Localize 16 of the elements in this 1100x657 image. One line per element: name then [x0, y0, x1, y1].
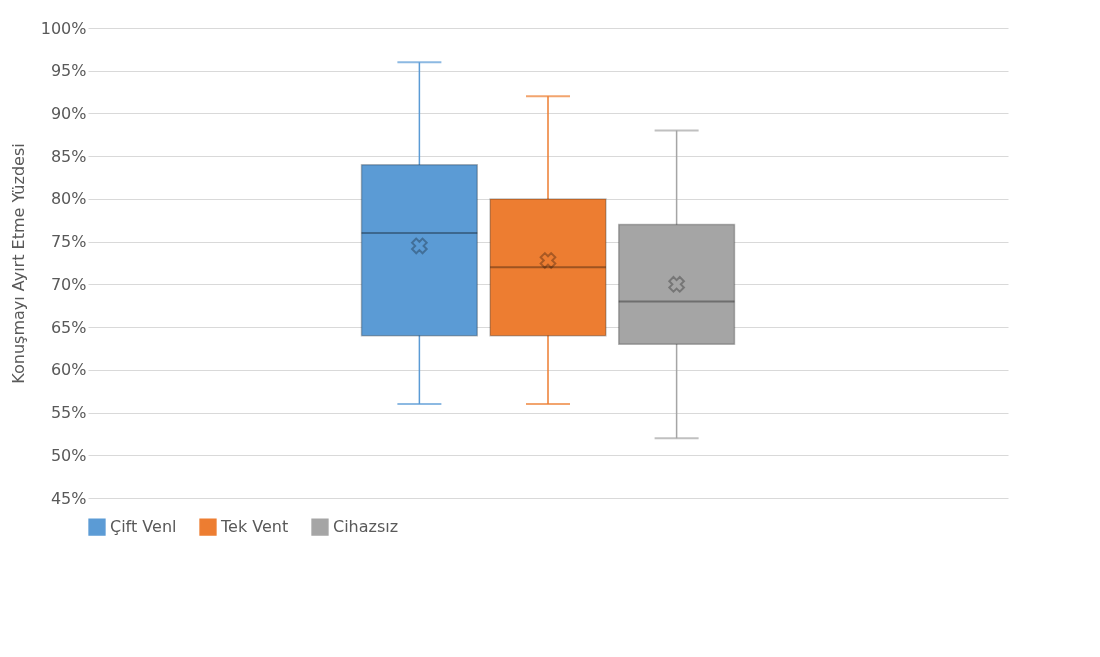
y-tick-label: 90% — [50, 103, 87, 123]
y-tick-label: 75% — [50, 232, 87, 252]
y-axis-title: Konuşmayı Ayırt Etme Yüzdesi — [8, 143, 28, 384]
y-tick-label: 50% — [50, 445, 87, 465]
y-tick-label: 55% — [50, 403, 87, 423]
y-tick-label: 100% — [40, 18, 87, 38]
y-tick-label: 95% — [50, 61, 87, 81]
y-tick-label: 80% — [50, 189, 87, 209]
y-tick-label: 45% — [50, 488, 87, 508]
legend-label: Tek Vent — [220, 517, 289, 537]
y-tick-label: 60% — [50, 360, 87, 380]
legend-label: Cihazsız — [333, 517, 399, 537]
y-tick-label: 70% — [50, 274, 87, 294]
legend-label: Çift Venl — [110, 517, 177, 537]
y-tick-label: 85% — [50, 146, 87, 166]
y-tick-label: 65% — [50, 317, 87, 337]
